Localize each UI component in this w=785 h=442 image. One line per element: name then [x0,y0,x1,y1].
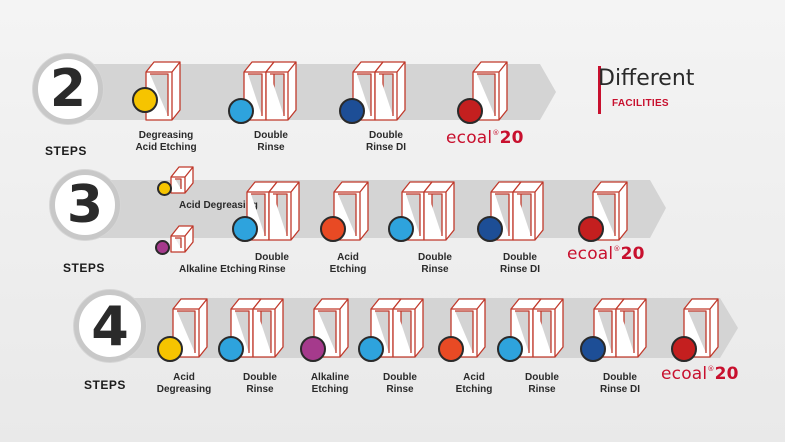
row-3-stage-5-color-dot [388,216,414,242]
row-3-stage-7-color-dot [578,216,604,242]
row-3-stage-6-color-dot [477,216,503,242]
row-4-number: 4 [91,294,129,358]
row-2-ecoal20-brand: ecoal®20 [446,128,524,148]
registered-mark: ® [492,129,500,137]
page-title: Different [598,66,695,91]
row-2-number: 2 [49,59,87,119]
row-3-stage-2-small-tank-icon [170,225,194,253]
row-2-stage-2-label-line: Double [254,130,288,141]
row-4-stage-3-label-line: Alkaline [310,372,350,383]
row-4-ecoal20-brand: ecoal®20 [661,364,739,384]
row-4-stage-8-color-dot [671,336,697,362]
row-4-stage-3-color-dot [300,336,326,362]
row-4-stage-2-label-line: Double [243,372,277,383]
row-2-stage-3-label-line: Rinse DI [365,142,407,153]
row-4-steps-label: STEPS [84,378,126,392]
row-3-stage-1-small-tank-icon [170,166,194,194]
row-4-stage-4-label-line: Double [383,372,417,383]
row-2-steps-label: STEPS [45,144,87,158]
row-3-stage-4-label: Acid Etching [330,252,367,276]
row-4-stage-7-label-line: Double [603,372,637,383]
row-3-stage-6-label-line: Double [503,252,537,263]
brand-number: 20 [714,364,739,384]
row-3-stage-4-color-dot [320,216,346,242]
brand-name: ecoal [661,364,708,384]
row-4-stage-7-label: Double Rinse DI [600,372,640,396]
brand-name: ecoal [567,244,614,264]
row-4-stage-2-label-line: Rinse [246,384,274,395]
row-3-stage-1-label: Acid Degreasing [179,200,258,212]
row-3-stage-4-label-line: Etching [329,264,367,275]
row-3-ecoal20-brand: ecoal®20 [567,244,645,264]
row-4-stage-3-label-line: Etching [311,384,349,395]
row-4-stage-3-label: Alkaline Etching [311,372,349,396]
row-4-stage-6-label-line: Double [525,372,559,383]
row-3-stage-5-label-line: Rinse [421,264,449,275]
row-4-stage-1-label-line: Degreasing [156,384,212,395]
row-3-stage-3-label: Double Rinse [255,252,289,276]
row-3-stage-6-label: Double Rinse DI [500,252,540,276]
row-3-stage-3-label-line: Double [255,252,289,263]
row-4-stage-5-label-line: Acid [463,372,485,383]
row-2-stage-2-color-dot [228,98,254,124]
row-4-stage-6-label: Double Rinse [525,372,559,396]
title-accent-bar [598,66,601,114]
row-4-stage-1-label-line: Acid [173,372,195,383]
registered-mark: ® [613,245,621,253]
row-4-stage-1-color-dot [157,336,183,362]
row-4-stage-5-label: Acid Etching [456,372,493,396]
row-3-stage-4-label-line: Acid [337,252,359,263]
row-2-stage-1-color-dot [132,87,158,113]
row-3-stage-2-label-line: Alkaline Etching [179,264,257,275]
row-3-stage-1-label-line: Acid Degreasing [179,200,258,211]
row-2-stage-1-label-line: Acid Etching [135,142,197,153]
row-3-steps-label: STEPS [63,261,105,275]
row-3-stage-5-label-line: Double [418,252,452,263]
row-3-stage-1-color-dot [157,181,172,196]
brand-number: 20 [499,128,524,148]
row-3-stage-6-label-line: Rinse DI [499,264,541,275]
row-4-stage-6-label-line: Rinse [528,384,556,395]
row-4-stage-7-color-dot [580,336,606,362]
brand-name: ecoal [446,128,493,148]
row-4-stage-1-label: Acid Degreasing [157,372,211,396]
row-3-number-circle: 3 [50,170,120,240]
row-2-stage-2-label: Double Rinse [254,130,288,154]
row-3-stage-5-label: Double Rinse [418,252,452,276]
row-3-stage-2-label: Alkaline Etching [179,264,257,276]
row-2-stage-3-label: Double Rinse DI [366,130,406,154]
row-4-stage-2-color-dot [218,336,244,362]
row-3-stage-3-label-line: Rinse [258,264,286,275]
row-2-number-circle: 2 [33,54,103,124]
row-2-stage-2-label-line: Rinse [257,142,285,153]
row-3-number: 3 [66,175,104,235]
row-2-stage-4-color-dot [457,98,483,124]
row-4-stage-7-label-line: Rinse DI [599,384,641,395]
row-4-stage-6-color-dot [497,336,523,362]
row-4-stage-4-label-line: Rinse [386,384,414,395]
row-3-stage-2-color-dot [155,240,170,255]
row-4-number-circle: 4 [74,290,146,362]
row-4-stage-5-label-line: Etching [455,384,493,395]
brand-number: 20 [620,244,645,264]
row-2-stage-3-label-line: Double [369,130,403,141]
row-2-stage-3-color-dot [339,98,365,124]
registered-mark: ® [707,365,715,373]
row-2-stage-1-label: Degreasing Acid Etching [135,130,196,154]
row-3-stage-3-color-dot [232,216,258,242]
row-4-stage-4-color-dot [358,336,384,362]
row-4-stage-2-label: Double Rinse [243,372,277,396]
page-subtitle: FACILITIES [612,98,669,109]
row-2-stage-1-label-line: Degreasing [138,130,194,141]
row-4-stage-5-color-dot [438,336,464,362]
row-4-stage-4-label: Double Rinse [383,372,417,396]
